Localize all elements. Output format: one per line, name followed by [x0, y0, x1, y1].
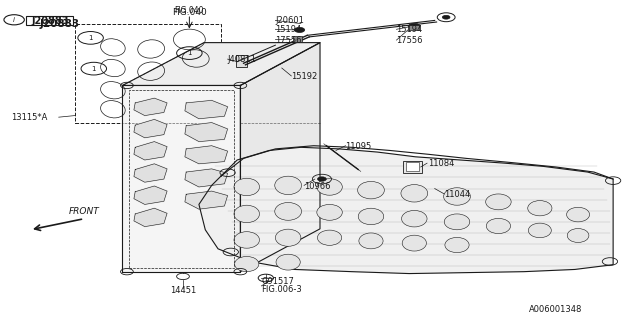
Ellipse shape — [486, 194, 511, 210]
Polygon shape — [134, 98, 167, 116]
Ellipse shape — [234, 232, 259, 248]
Text: 13115*A: 13115*A — [11, 113, 47, 122]
Ellipse shape — [445, 237, 469, 252]
Polygon shape — [134, 142, 167, 160]
Ellipse shape — [528, 201, 552, 216]
Text: FIG.040: FIG.040 — [172, 8, 207, 17]
Polygon shape — [185, 169, 228, 187]
Ellipse shape — [567, 228, 589, 243]
Text: 14451: 14451 — [170, 286, 196, 295]
Ellipse shape — [234, 178, 259, 196]
Bar — [408, 25, 419, 30]
Text: 10966: 10966 — [304, 181, 331, 190]
Text: 1: 1 — [88, 35, 93, 41]
Text: J40811: J40811 — [228, 55, 257, 64]
Text: 1: 1 — [187, 50, 191, 56]
Text: J20883: J20883 — [40, 19, 80, 28]
Text: i: i — [13, 17, 15, 23]
Polygon shape — [122, 85, 241, 272]
Ellipse shape — [235, 256, 259, 272]
Ellipse shape — [317, 230, 342, 245]
Ellipse shape — [402, 235, 426, 251]
Polygon shape — [134, 186, 167, 204]
Text: 11095: 11095 — [346, 142, 372, 151]
Polygon shape — [199, 147, 613, 274]
Ellipse shape — [529, 223, 551, 238]
Text: 11084: 11084 — [428, 159, 454, 168]
Text: FIG.040: FIG.040 — [175, 6, 204, 15]
Text: A006001348: A006001348 — [529, 305, 582, 314]
Ellipse shape — [275, 176, 301, 195]
Text: 17556: 17556 — [396, 36, 423, 45]
Polygon shape — [185, 146, 228, 164]
Text: 1: 1 — [92, 66, 96, 72]
Text: 15194: 15194 — [275, 25, 301, 35]
Bar — [403, 161, 422, 173]
Circle shape — [317, 177, 326, 181]
Ellipse shape — [486, 218, 511, 234]
Ellipse shape — [275, 203, 301, 220]
Circle shape — [294, 28, 305, 32]
Ellipse shape — [275, 229, 301, 246]
Bar — [75, 24, 221, 123]
Ellipse shape — [358, 181, 385, 199]
Ellipse shape — [401, 185, 428, 202]
Polygon shape — [134, 119, 167, 138]
Text: 15192: 15192 — [291, 72, 317, 81]
Text: FRONT: FRONT — [69, 206, 100, 215]
Ellipse shape — [444, 188, 470, 205]
Ellipse shape — [317, 179, 342, 195]
Bar — [293, 36, 302, 42]
Ellipse shape — [317, 204, 342, 220]
Bar — [236, 55, 247, 68]
Circle shape — [408, 23, 420, 29]
Bar — [26, 16, 74, 26]
Ellipse shape — [359, 233, 383, 249]
Text: 17556: 17556 — [275, 36, 302, 44]
Ellipse shape — [566, 207, 589, 222]
Circle shape — [442, 15, 450, 19]
Text: J20601: J20601 — [275, 16, 304, 25]
Ellipse shape — [401, 211, 427, 227]
Ellipse shape — [234, 205, 259, 223]
Ellipse shape — [276, 254, 300, 270]
Text: FIG.006-3: FIG.006-3 — [261, 284, 302, 294]
Polygon shape — [122, 43, 320, 85]
Ellipse shape — [444, 214, 470, 230]
Text: J20883: J20883 — [31, 16, 68, 26]
Polygon shape — [185, 123, 228, 142]
Text: G91517: G91517 — [261, 277, 294, 286]
Polygon shape — [185, 100, 228, 119]
Bar — [129, 90, 234, 268]
Polygon shape — [134, 164, 167, 182]
Bar — [406, 162, 419, 171]
Polygon shape — [241, 43, 320, 272]
Text: 11044: 11044 — [444, 190, 470, 199]
Polygon shape — [185, 191, 228, 209]
Polygon shape — [134, 208, 167, 227]
Text: 15194: 15194 — [396, 25, 422, 34]
Ellipse shape — [358, 208, 384, 225]
